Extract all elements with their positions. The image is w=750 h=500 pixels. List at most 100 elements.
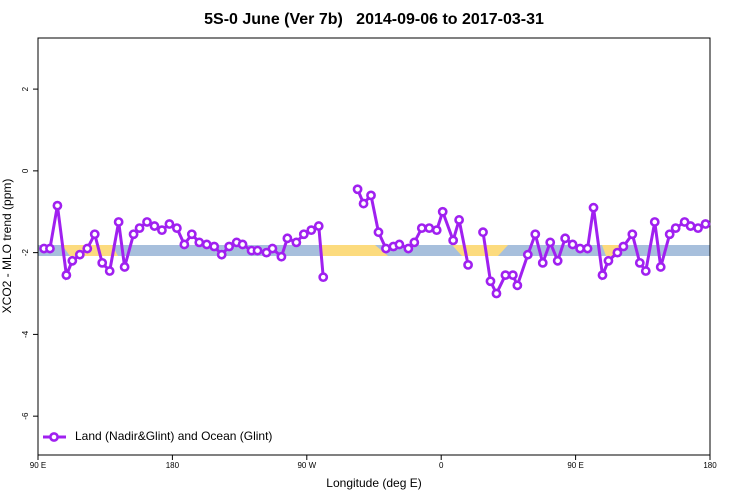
data-point: [491, 288, 502, 299]
data-point: [52, 200, 63, 211]
data-point: [552, 255, 563, 266]
y-tick-label: -4: [21, 330, 30, 338]
data-point: [394, 239, 405, 250]
data-point: [267, 243, 278, 254]
data-point: [437, 206, 448, 217]
data-point: [597, 270, 608, 281]
data-point: [306, 225, 317, 236]
data-point: [61, 270, 72, 281]
data-point: [655, 262, 666, 272]
data-point: [157, 225, 167, 236]
data-point: [171, 223, 182, 234]
data-point: [575, 243, 585, 254]
data-point: [298, 229, 309, 240]
data-point: [209, 241, 220, 252]
plot-frame: [37, 37, 711, 456]
data-point: [612, 247, 623, 258]
data-point: [134, 223, 145, 234]
x-tick-label: 180: [703, 461, 717, 470]
data-point: [113, 217, 124, 227]
data-point: [627, 229, 638, 240]
y-axis-label: XCO2 - MLO trend (ppm): [0, 179, 14, 314]
x-tick-label: 90 E: [30, 461, 46, 470]
data-point: [119, 262, 130, 272]
data-point: [649, 217, 660, 227]
data-point: [216, 249, 227, 260]
x-tick-label: 90 E: [567, 461, 583, 470]
data-point: [82, 243, 93, 254]
data-point: [194, 237, 205, 248]
data-point: [448, 235, 459, 246]
chart-title: 5S-0 June (Ver 7b) 2014-09-06 to 2017-03…: [204, 11, 544, 28]
data-point: [409, 237, 420, 248]
data-point: [431, 225, 442, 236]
y-tick-label: 2: [21, 86, 30, 91]
data-point: [104, 266, 115, 276]
y-tick-label: 0: [21, 168, 30, 173]
data-point: [507, 270, 518, 281]
data-point: [282, 233, 293, 244]
data-point: [560, 233, 571, 244]
data-point: [179, 239, 190, 250]
data-point: [664, 229, 675, 240]
data-point: [618, 241, 629, 252]
x-tick-label: 90 W: [297, 461, 316, 470]
data-point: [373, 227, 384, 238]
data-point: [634, 257, 645, 268]
data-point: [603, 255, 614, 266]
data-point: [318, 272, 329, 283]
data-point: [237, 239, 248, 250]
data-point: [582, 243, 593, 254]
data-point: [530, 229, 541, 240]
x-tick-label: 180: [166, 461, 180, 470]
data-point: [358, 198, 369, 209]
x-tick-label: 0: [439, 461, 444, 470]
data-point: [276, 251, 287, 262]
data-point: [142, 217, 152, 227]
data-point: [588, 202, 599, 213]
data-point: [685, 221, 696, 231]
data-point: [424, 223, 435, 234]
data-point: [478, 227, 488, 238]
data-point: [567, 239, 578, 250]
x-axis-label: Longitude (deg E): [326, 476, 421, 490]
y-tick-label: -2: [21, 249, 30, 257]
data-point: [640, 266, 651, 276]
data-point: [149, 221, 160, 231]
data-point: [670, 223, 681, 234]
data-point: [313, 221, 324, 231]
data-point: [512, 280, 523, 291]
data-point: [485, 276, 496, 287]
data-point: [164, 219, 175, 229]
data-point: [186, 229, 197, 240]
data-point: [537, 257, 548, 268]
legend-label: Land (Nadir&Glint) and Ocean (Glint): [75, 429, 272, 443]
data-point: [97, 257, 108, 268]
data-point: [67, 255, 78, 266]
data-point: [522, 249, 533, 260]
data-point: [416, 223, 427, 234]
band-land: [322, 245, 388, 256]
surface-band: [38, 245, 710, 256]
data-point: [128, 229, 139, 240]
y-tick-label: -6: [21, 412, 30, 420]
legend-marker: [49, 432, 59, 442]
data-point: [366, 190, 376, 201]
data-point: [700, 219, 711, 229]
data-point: [74, 249, 85, 260]
data-point: [201, 239, 212, 250]
data-point: [291, 237, 302, 248]
data-point: [224, 241, 235, 252]
data-point: [381, 243, 391, 254]
data-point: [545, 237, 556, 248]
data-point: [352, 184, 363, 195]
data-point: [463, 259, 473, 270]
data-point: [252, 245, 263, 256]
data-point: [89, 229, 100, 240]
data-point: [403, 243, 414, 254]
data-point: [500, 270, 511, 281]
data-point: [454, 215, 465, 225]
data-point: [693, 223, 703, 234]
data-point: [45, 243, 55, 254]
